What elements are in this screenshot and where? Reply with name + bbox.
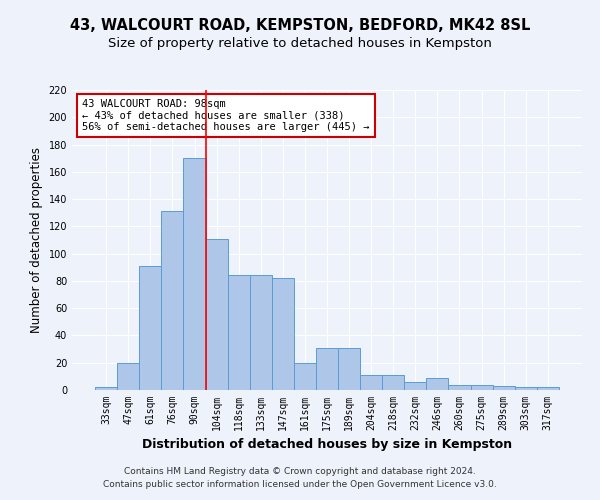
Bar <box>515 388 537 390</box>
Bar <box>227 276 250 390</box>
Bar <box>382 375 404 390</box>
X-axis label: Distribution of detached houses by size in Kempston: Distribution of detached houses by size … <box>142 438 512 452</box>
Bar <box>470 384 493 390</box>
Bar <box>272 278 294 390</box>
Y-axis label: Number of detached properties: Number of detached properties <box>30 147 43 333</box>
Bar <box>316 348 338 390</box>
Bar <box>493 386 515 390</box>
Text: Contains HM Land Registry data © Crown copyright and database right 2024.: Contains HM Land Registry data © Crown c… <box>124 467 476 476</box>
Bar <box>139 266 161 390</box>
Bar <box>184 158 206 390</box>
Bar <box>95 388 117 390</box>
Bar <box>161 212 184 390</box>
Bar <box>448 384 470 390</box>
Text: Size of property relative to detached houses in Kempston: Size of property relative to detached ho… <box>108 38 492 51</box>
Bar <box>360 375 382 390</box>
Bar <box>537 388 559 390</box>
Bar <box>117 362 139 390</box>
Bar <box>338 348 360 390</box>
Text: 43, WALCOURT ROAD, KEMPSTON, BEDFORD, MK42 8SL: 43, WALCOURT ROAD, KEMPSTON, BEDFORD, MK… <box>70 18 530 32</box>
Bar <box>427 378 448 390</box>
Text: Contains public sector information licensed under the Open Government Licence v3: Contains public sector information licen… <box>103 480 497 489</box>
Text: 43 WALCOURT ROAD: 98sqm
← 43% of detached houses are smaller (338)
56% of semi-d: 43 WALCOURT ROAD: 98sqm ← 43% of detache… <box>82 99 370 132</box>
Bar <box>206 238 227 390</box>
Bar <box>404 382 427 390</box>
Bar <box>250 276 272 390</box>
Bar <box>294 362 316 390</box>
